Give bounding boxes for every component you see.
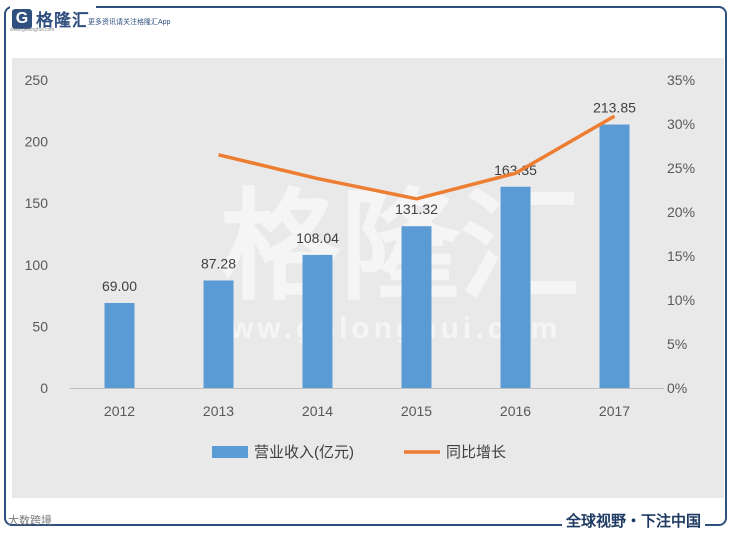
left-axis-tick-label: 250 xyxy=(25,72,49,88)
bar xyxy=(599,124,630,388)
right-axis-tick-label: 0% xyxy=(667,380,687,396)
left-axis-tick-label: 150 xyxy=(25,195,49,211)
right-axis-tick-label: 5% xyxy=(667,336,687,352)
x-axis-tick-label: 2013 xyxy=(203,403,234,419)
bar-data-label: 69.00 xyxy=(102,278,137,294)
bar-data-label: 213.85 xyxy=(593,100,636,116)
left-axis-tick-label: 100 xyxy=(25,257,49,273)
chart-frame xyxy=(4,6,727,526)
brand-url: www.gelonghui.com xyxy=(10,27,55,33)
bar-data-label: 131.32 xyxy=(395,201,438,217)
footer-source: 大数跨境 xyxy=(8,515,52,527)
growth-line-path xyxy=(218,114,616,201)
growth-line xyxy=(218,114,616,201)
x-axis-tick-label: 2012 xyxy=(104,403,135,419)
watermark-url: www.gelonghui.com xyxy=(202,312,562,345)
left-axis: 0 50 100 150 200 250 xyxy=(25,72,49,396)
right-axis-tick-label: 10% xyxy=(667,292,695,308)
left-axis-tick-label: 50 xyxy=(32,318,48,334)
brand-tagline: 更多资讯请关注格隆汇App xyxy=(86,17,173,27)
x-axis-tick-label: 2015 xyxy=(401,403,432,419)
x-axis-tick-label: 2017 xyxy=(599,403,630,419)
bar xyxy=(500,186,531,388)
right-axis-tick-label: 15% xyxy=(667,248,695,264)
legend-swatch-revenue xyxy=(212,446,248,458)
legend-label-revenue: 营业收入(亿元) xyxy=(254,444,354,461)
legend: 营业收入(亿元) 同比增长 xyxy=(212,444,506,461)
brand-logo: G 格隆汇 xyxy=(10,6,96,31)
x-axis-tick-label: 2016 xyxy=(500,403,531,419)
plot-area: 格隆汇 www.gelonghui.com 0 50 100 150 200 250 0%… xyxy=(12,58,724,498)
right-axis-tick-label: 30% xyxy=(667,116,695,132)
bar xyxy=(203,280,234,388)
left-axis-tick-label: 200 xyxy=(25,134,49,150)
bar xyxy=(104,302,135,388)
logo-icon: G xyxy=(12,8,32,29)
bar-data-label: 108.04 xyxy=(296,230,339,246)
right-axis: 0% 5% 10% 15% 20% 25% 30% 35% xyxy=(667,72,695,396)
x-axis: 2012 2013 2014 2015 2016 2017 xyxy=(70,388,664,419)
right-axis-tick-label: 20% xyxy=(667,204,695,220)
bar xyxy=(302,254,333,388)
bar-data-label: 87.28 xyxy=(201,255,236,271)
legend-label-growth: 同比增长 xyxy=(446,444,506,461)
right-axis-tick-label: 35% xyxy=(667,72,695,88)
brand-name: 格隆汇 xyxy=(36,11,90,30)
right-axis-tick-label: 25% xyxy=(667,160,695,176)
footer-slogan: 全球视野・下注中国 xyxy=(561,510,705,531)
left-axis-tick-label: 0 xyxy=(40,380,48,396)
x-axis-tick-label: 2014 xyxy=(302,403,333,419)
bar xyxy=(401,226,432,388)
